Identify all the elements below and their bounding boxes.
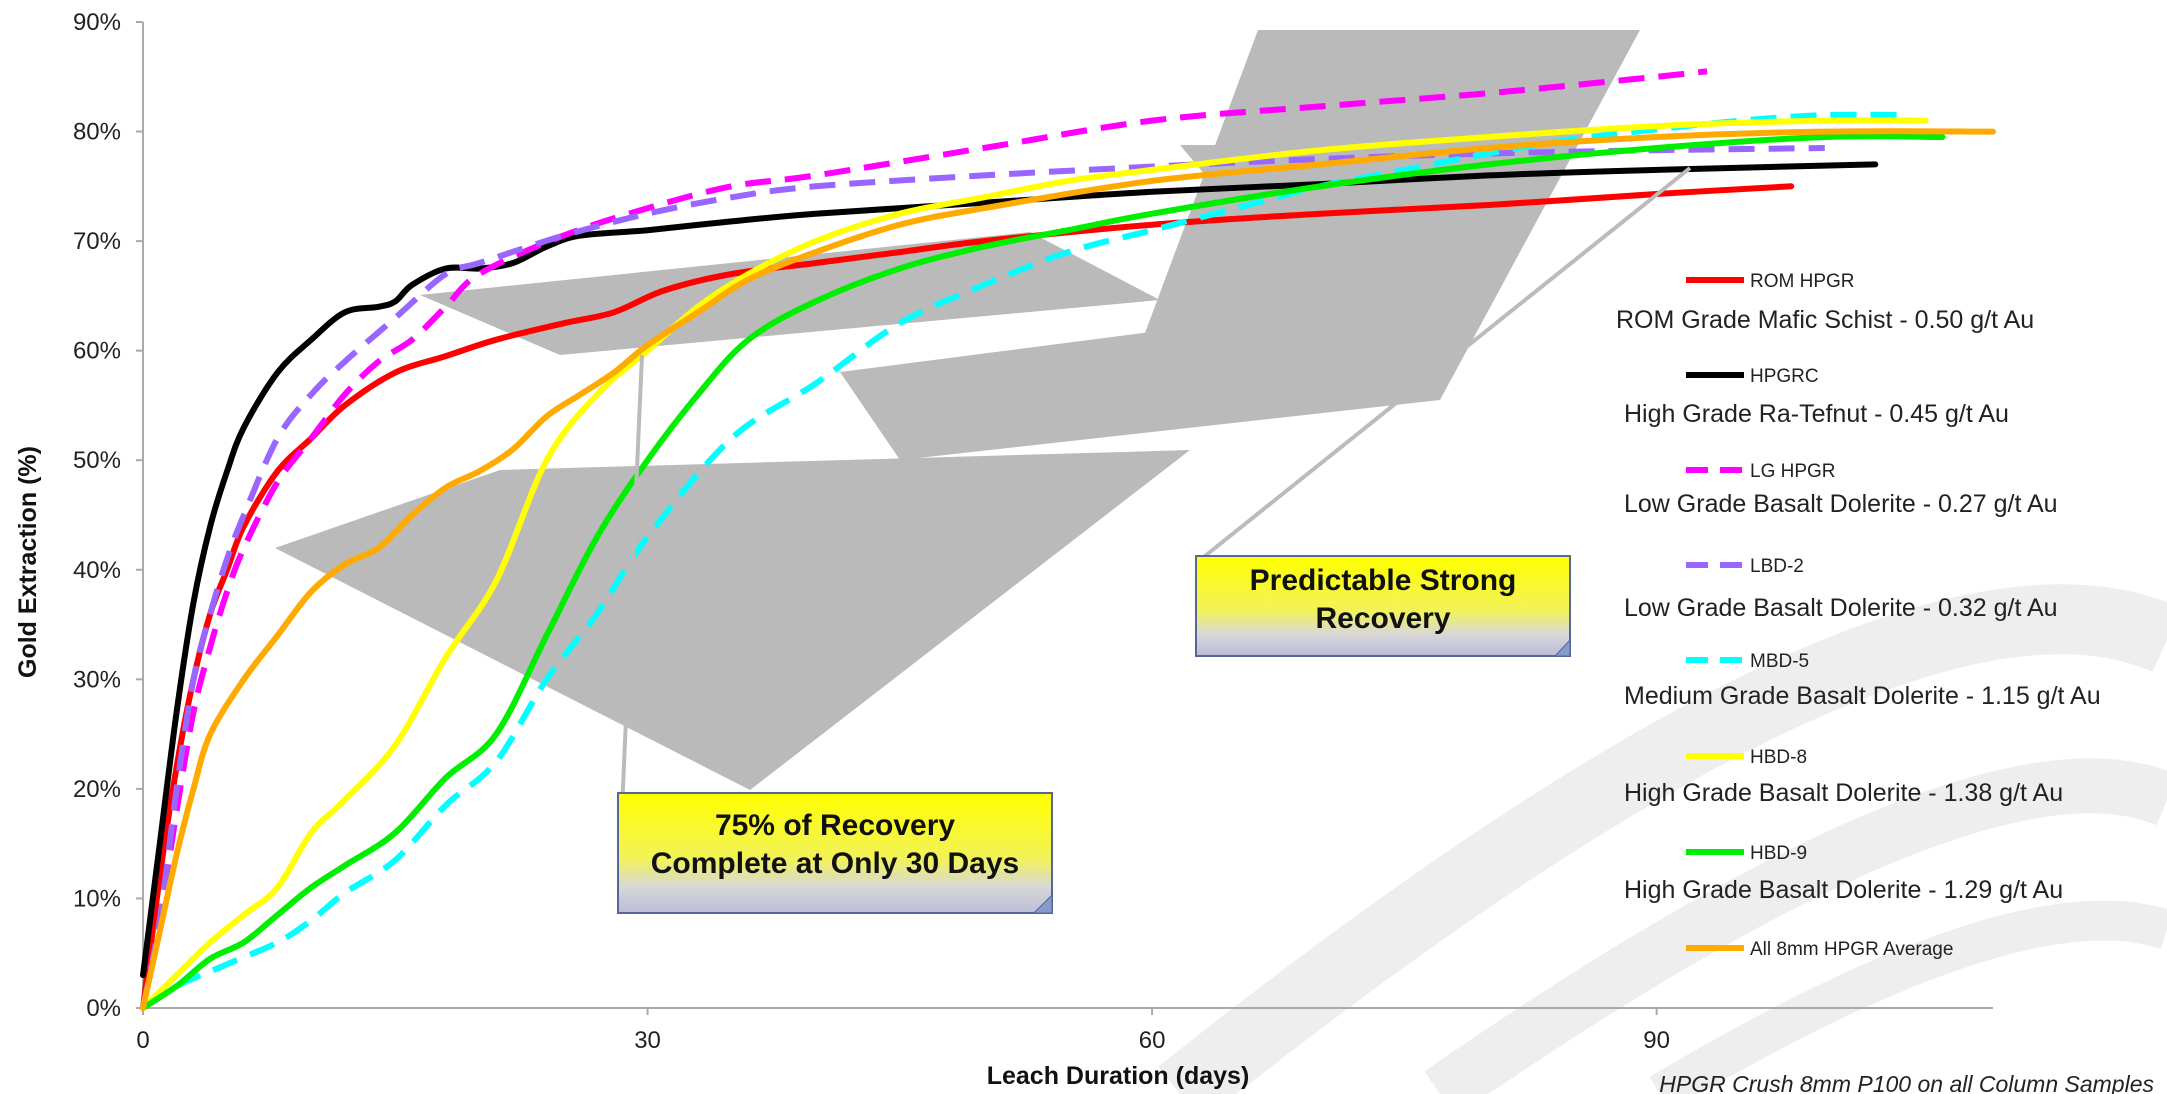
x-tick-label: 60 xyxy=(1139,1027,1166,1054)
y-tick-label: 90% xyxy=(73,9,121,36)
callout-text-line: Recovery xyxy=(1315,602,1450,635)
callout-75-percent-recovery: 75% of Recovery Complete at Only 30 Days xyxy=(617,792,1053,914)
x-tick-label: 0 xyxy=(136,1027,149,1054)
y-tick-label: 20% xyxy=(73,776,121,803)
legend-series-name: HBD-8 xyxy=(1750,747,1807,768)
callout-pointer-strong-recovery xyxy=(1198,166,1692,562)
series-line-hbd-8 xyxy=(140,117,1929,1011)
axes: 0% 10% 20% 30% 40% 50% 60% 70% 80% 90% 0 30 60 90 xyxy=(73,9,1993,1054)
y-tick-label: 60% xyxy=(73,338,121,365)
y-tick-label: 10% xyxy=(73,885,121,912)
y-tick-label: 30% xyxy=(73,666,121,693)
aerial-site-photo-decoration xyxy=(275,30,1640,790)
series-line-all-8mm-hpgr-average xyxy=(140,128,1996,1011)
y-tick-label: 50% xyxy=(73,447,121,474)
y-tick-label: 40% xyxy=(73,557,121,584)
legend-series-description: High Grade Ra-Tefnut - 0.45 g/t Au xyxy=(1624,400,2009,428)
callout-text-line: Predictable Strong xyxy=(1250,564,1517,597)
x-tick-label: 30 xyxy=(634,1027,661,1054)
series-line-lbd-2 xyxy=(140,145,1825,1009)
legend-series-description: Medium Grade Basalt Dolerite - 1.15 g/t … xyxy=(1624,682,2101,710)
series-line-hbd-9 xyxy=(140,133,1946,1011)
y-axis-title: Gold Extraction (%) xyxy=(14,446,42,678)
legend-series-description: High Grade Basalt Dolerite - 1.38 g/t Au xyxy=(1624,779,2063,807)
y-tick-label: 0% xyxy=(86,995,121,1022)
legend-series-name: LG HPGR xyxy=(1750,461,1836,482)
callout-text-line: 75% of Recovery xyxy=(715,809,955,842)
legend-series-name: ROM HPGR xyxy=(1750,271,1855,292)
legend-series-name: HPGRC xyxy=(1750,366,1819,387)
x-axis-title: Leach Duration (days) xyxy=(987,1062,1250,1090)
y-tick-label: 70% xyxy=(73,228,121,255)
background-swoosh-decoration xyxy=(1158,584,2167,1094)
legend-series-name: LBD-2 xyxy=(1750,556,1804,577)
legend-series-name: HBD-9 xyxy=(1750,843,1807,864)
footnote: HPGR Crush 8mm P100 on all Column Sample… xyxy=(1659,1071,2154,1094)
legend-series-description: ROM Grade Mafic Schist - 0.50 g/t Au xyxy=(1616,306,2034,334)
legend-series-description: Low Grade Basalt Dolerite - 0.27 g/t Au xyxy=(1624,490,2058,518)
legend-series-name: All 8mm HPGR Average xyxy=(1750,939,1953,960)
x-tick-label: 90 xyxy=(1643,1027,1670,1054)
series-layer xyxy=(140,68,1996,1011)
legend: ROM HPGR ROM Grade Mafic Schist - 0.50 g/… xyxy=(1616,271,2101,960)
callout-predictable-strong-recovery: Predictable Strong Recovery xyxy=(1195,555,1571,657)
callout-text-line: Complete at Only 30 Days xyxy=(651,847,1019,880)
y-tick-label: 80% xyxy=(73,119,121,146)
callout-pointer-75-percent xyxy=(620,354,644,811)
series-line-rom-hpgr xyxy=(140,183,1795,1011)
legend-series-description: Low Grade Basalt Dolerite - 0.32 g/t Au xyxy=(1624,594,2058,622)
legend-series-description: High Grade Basalt Dolerite - 1.29 g/t Au xyxy=(1624,876,2063,904)
legend-series-name: MBD-5 xyxy=(1750,651,1809,672)
